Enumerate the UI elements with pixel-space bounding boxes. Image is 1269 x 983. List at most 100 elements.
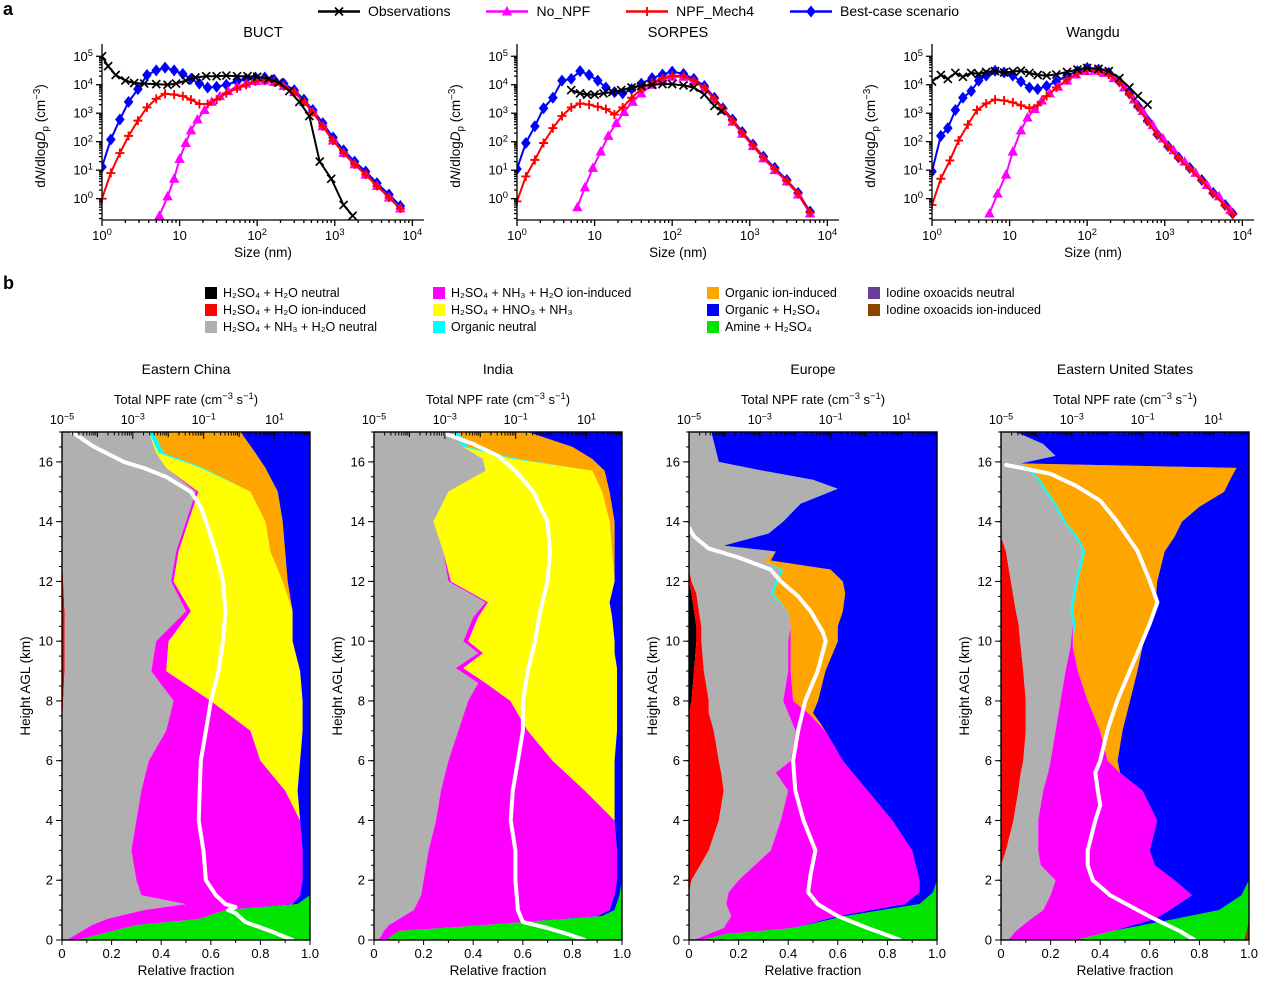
svg-text:103: 103 (325, 226, 345, 243)
svg-text:dN/dlogDp (cm−3): dN/dlogDp (cm−3) (447, 84, 467, 187)
profile-chart-india: India Total NPF rate (cm−3 s−1) 10−5 10−3 10… (330, 358, 642, 983)
svg-text:101: 101 (1204, 411, 1223, 427)
legend-label: No_NPF (536, 3, 591, 19)
svg-text:12: 12 (351, 574, 365, 589)
total-npf-rate-line (689, 525, 902, 940)
layer-blue (76, 432, 311, 940)
svg-text:1.0: 1.0 (928, 946, 946, 961)
svg-text:103: 103 (1155, 226, 1175, 243)
svg-text:Height AGL (km): Height AGL (km) (330, 636, 345, 735)
svg-text:0.2: 0.2 (730, 946, 748, 961)
axes (683, 431, 938, 945)
layer-orange (1015, 432, 1237, 940)
layer-red (1001, 432, 1026, 940)
svg-text:10−5: 10−5 (362, 411, 386, 427)
size-dist-chart-buct: BUCT 100 10 102 103 104 100 101 102 103 104 105 Size… (30, 22, 430, 275)
svg-text:12: 12 (978, 574, 992, 589)
svg-text:102: 102 (247, 226, 267, 243)
legend-item-h-so-h-o-ion-induced: H₂SO₄ + H₂O ion-induced (205, 303, 377, 317)
top-axis-label: Total NPF rate (cm−3 s−1) (426, 390, 570, 407)
svg-text:104: 104 (818, 226, 838, 243)
svg-text:6: 6 (358, 753, 365, 768)
svg-text:4: 4 (985, 813, 992, 828)
svg-text:0.2: 0.2 (1042, 946, 1060, 961)
legend-item-organic-h-so-: Organic + H₂SO₄ (707, 303, 837, 317)
svg-text:10: 10 (666, 634, 680, 649)
axes (511, 44, 839, 226)
svg-text:101: 101 (903, 161, 923, 178)
legend-item-npf-mech4: NPF_Mech4 (624, 3, 754, 19)
legend-label: Amine + H₂SO₄ (725, 320, 812, 334)
svg-text:100: 100 (922, 226, 942, 243)
axes (368, 431, 623, 945)
total-npf-rate-line (69, 432, 295, 940)
svg-text:102: 102 (488, 132, 508, 149)
svg-text:0.8: 0.8 (563, 946, 581, 961)
area-chart-svg: India Total NPF rate (cm−3 s−1) 10−5 10−3 10… (330, 361, 631, 978)
svg-text:10−1: 10−1 (192, 411, 216, 427)
profile-chart-eastern-china: Eastern China Total NPF rate (cm−3 s−1) 10… (18, 358, 330, 983)
series-best-case-scenario (932, 66, 1234, 215)
layer-red (689, 432, 724, 940)
svg-text:14: 14 (351, 514, 365, 529)
axes (926, 44, 1254, 226)
line-chart-svg: SORPES 100 10 102 103 104 100 101 102 103 104 105 Si… (447, 25, 839, 260)
svg-text:dN/dlogDp (cm−3): dN/dlogDp (cm−3) (862, 84, 882, 187)
svg-text:100: 100 (73, 189, 93, 206)
svg-text:16: 16 (978, 454, 992, 469)
svg-text:8: 8 (673, 693, 680, 708)
svg-text:104: 104 (73, 75, 93, 92)
svg-text:101: 101 (577, 411, 596, 427)
legend-column-2: H₂SO₄ + NH₃ + H₂O ion-induced H₂SO₄ + HNO… (433, 286, 631, 334)
svg-text:Height AGL (km): Height AGL (km) (645, 636, 660, 735)
svg-text:2: 2 (46, 873, 53, 888)
legend-label: H₂SO₄ + HNO₃ + NH₃ (451, 303, 573, 317)
svg-text:8: 8 (985, 693, 992, 708)
y-axis-label: Height AGL (km) (645, 636, 660, 735)
svg-text:0.8: 0.8 (878, 946, 896, 961)
series-group (517, 65, 816, 218)
y-axis-label: dN/dlogDp (cm−3) (32, 84, 52, 187)
svg-text:102: 102 (662, 226, 682, 243)
svg-text:6: 6 (673, 753, 680, 768)
x-axis-label: Relative fraction (138, 963, 235, 978)
color-swatch-orange (707, 287, 719, 299)
svg-text:10−3: 10−3 (748, 411, 772, 427)
svg-text:0.4: 0.4 (779, 946, 797, 961)
svg-text:0.2: 0.2 (415, 946, 433, 961)
series-group (932, 61, 1238, 220)
color-swatch-cyan (433, 321, 445, 333)
svg-text:16: 16 (351, 454, 365, 469)
svg-text:1.0: 1.0 (613, 946, 631, 961)
svg-text:10: 10 (978, 634, 992, 649)
svg-text:16: 16 (39, 454, 53, 469)
svg-text:Height AGL (km): Height AGL (km) (18, 636, 33, 735)
diamond-marker-icon (789, 5, 832, 17)
series-no-npf (576, 75, 811, 215)
color-swatch-green (707, 321, 719, 333)
legend-item-organic-neutral: Organic neutral (433, 320, 631, 334)
x-axis-label: Relative fraction (765, 963, 862, 978)
total-npf-rate-line (1004, 462, 1197, 940)
svg-text:0.6: 0.6 (1141, 946, 1159, 961)
layer-magenta (1008, 432, 1192, 940)
legend-item-iodine-oxoacids-neutral: Iodine oxoacids neutral (868, 286, 1041, 300)
color-swatch-magenta (433, 287, 445, 299)
chart-title: Europe (790, 361, 835, 377)
legend-item-iodine-oxoacids-ion-induced: Iodine oxoacids ion-induced (868, 303, 1041, 317)
plus-marker-icon (626, 6, 669, 16)
series-best-case-scenario (102, 66, 402, 207)
svg-text:10: 10 (172, 228, 186, 243)
svg-text:0.6: 0.6 (202, 946, 220, 961)
color-swatch-black (205, 287, 217, 299)
svg-text:4: 4 (46, 813, 53, 828)
layer-magenta (67, 432, 303, 940)
svg-text:104: 104 (403, 226, 423, 243)
svg-text:0.8: 0.8 (251, 946, 269, 961)
svg-text:10: 10 (587, 228, 601, 243)
legend-item-best-case-scenario: Best-case scenario (788, 3, 959, 19)
svg-text:2: 2 (358, 873, 365, 888)
legend-column-3: Organic ion-induced Organic + H₂SO₄ Amine … (707, 286, 837, 334)
svg-text:8: 8 (358, 693, 365, 708)
x-marker-icon (318, 6, 360, 16)
